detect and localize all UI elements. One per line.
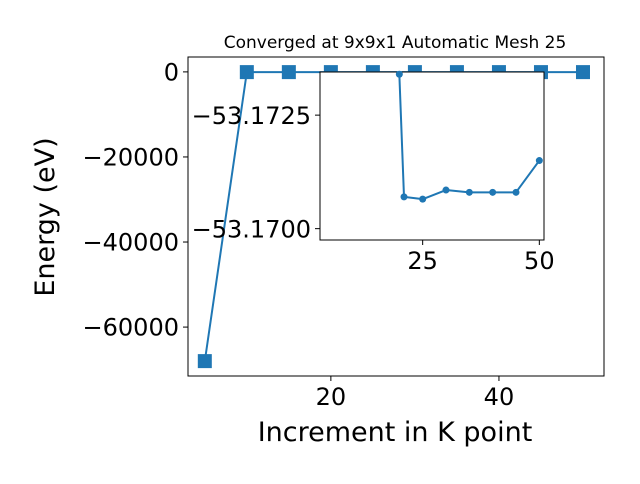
data-point-marker [395,70,403,78]
data-point-marker [442,186,450,194]
x-tick-label: 40 [484,383,515,411]
x-tick-label: 25 [407,247,438,275]
data-point-marker [239,65,254,80]
inset-x-ticks: 25 50 [407,240,555,275]
y-tick-label: −20000 [83,144,179,172]
x-axis-label: Increment in K point [258,417,533,448]
main-x-ticks: 20 40 [316,376,515,411]
y-tick-label: −53.1725 [192,102,311,130]
main-y-ticks: 0 −20000 −40000 −60000 [83,59,188,342]
data-point-marker [400,193,408,201]
data-point-marker [512,188,520,196]
chart-title: Converged at 9x9x1 Automatic Mesh 25 [224,33,567,53]
data-point-marker [575,65,590,80]
data-point-marker [489,188,497,196]
data-point-marker [419,195,427,203]
data-point-marker [281,65,296,80]
y-axis-label: Energy (eV) [30,137,61,296]
y-tick-label: −60000 [83,314,179,342]
inset-plot-frame [319,71,545,241]
x-tick-label: 20 [316,383,347,411]
inset-series [395,70,543,203]
x-tick-label: 50 [524,247,555,275]
y-tick-label: −40000 [83,229,179,257]
data-point-marker [197,354,212,369]
inset-y-ticks: −53.1725 −53.1700 [192,102,320,243]
data-point-marker [465,188,473,196]
data-point-marker [535,157,543,165]
y-tick-label: 0 [164,59,179,87]
y-tick-label: −53.1700 [192,215,311,243]
